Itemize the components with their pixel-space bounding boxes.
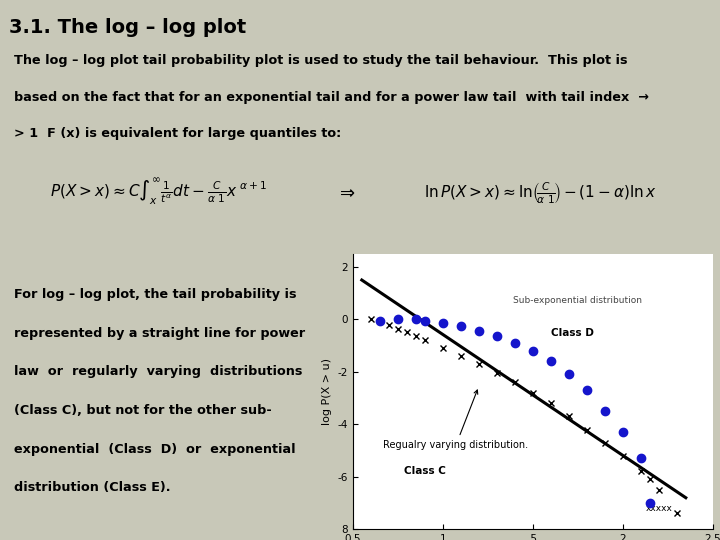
Text: based on the fact that for an exponential tail and for a power law tail  with ta: based on the fact that for an exponentia… — [14, 91, 649, 104]
Text: $P(X > x) \approx C\int_{x}^{\infty} \frac{1}{t^{\alpha}} dt - \frac{C}{\alpha\ : $P(X > x) \approx C\int_{x}^{\infty} \fr… — [50, 177, 267, 208]
Text: xxxxx: xxxxx — [645, 504, 672, 513]
Text: 3.1. The log – log plot: 3.1. The log – log plot — [9, 18, 246, 37]
Text: Sub-exponential distribution: Sub-exponential distribution — [513, 296, 642, 305]
Text: represented by a straight line for power: represented by a straight line for power — [14, 327, 305, 340]
Text: > 1  F (x) is equivalent for large quantiles to:: > 1 F (x) is equivalent for large quanti… — [14, 127, 342, 140]
Text: distribution (Class E).: distribution (Class E). — [14, 481, 171, 494]
Text: $\Rightarrow$: $\Rightarrow$ — [336, 184, 356, 201]
Text: The log – log plot tail probability plot is used to study the tail behaviour.  T: The log – log plot tail probability plot… — [14, 55, 628, 68]
Text: For log – log plot, the tail probability is: For log – log plot, the tail probability… — [14, 288, 297, 301]
Text: Regualry varying distribution.: Regualry varying distribution. — [383, 390, 528, 450]
Text: Class C: Class C — [404, 466, 446, 476]
Text: Class D: Class D — [551, 328, 594, 339]
Text: (Class C), but not for the other sub-: (Class C), but not for the other sub- — [14, 404, 272, 417]
Y-axis label: log P(X > u): log P(X > u) — [322, 358, 332, 425]
Text: exponential  (Class  D)  or  exponential: exponential (Class D) or exponential — [14, 443, 296, 456]
Text: law  or  regularly  varying  distributions: law or regularly varying distributions — [14, 366, 303, 379]
Text: $\ln P(X > x) \approx \ln\!\left(\!\frac{C}{\alpha\ 1}\!\right) - (1-\alpha)\ln : $\ln P(X > x) \approx \ln\!\left(\!\frac… — [423, 179, 657, 206]
